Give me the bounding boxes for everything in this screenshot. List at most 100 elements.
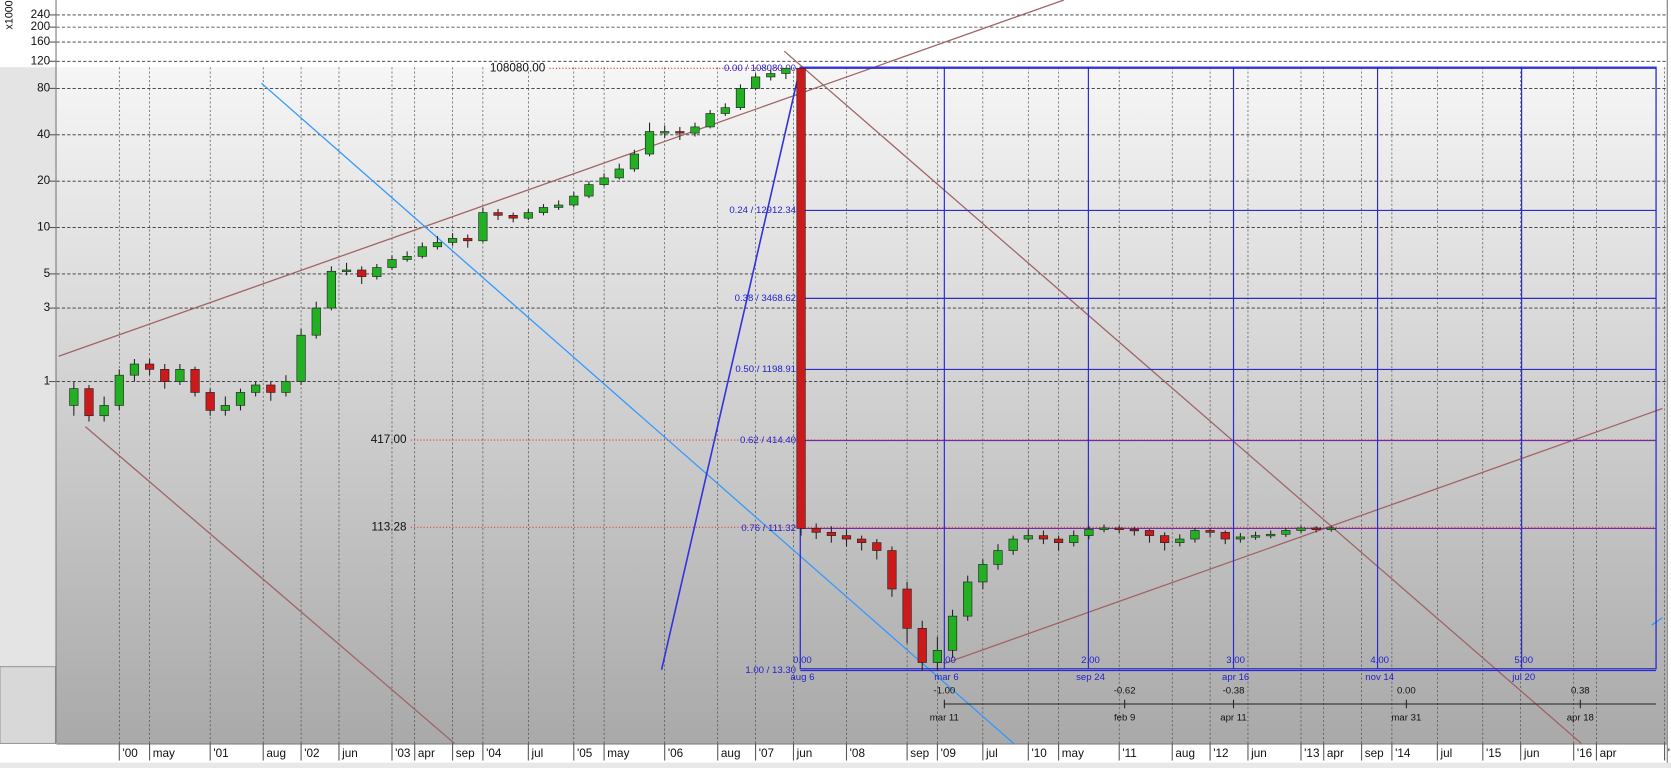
fib-time-label: 1.00 bbox=[937, 655, 956, 666]
x-tick-label: apr bbox=[418, 747, 435, 760]
candle-body bbox=[569, 195, 579, 206]
candle-body bbox=[190, 369, 200, 393]
candle-body bbox=[660, 131, 670, 134]
x-tick-label: may bbox=[153, 747, 175, 760]
candle-body bbox=[205, 392, 215, 411]
y-tick-label: 80 bbox=[37, 82, 51, 95]
fib-time-date: mar 6 bbox=[934, 672, 959, 683]
candle-body bbox=[796, 67, 806, 529]
candle-body bbox=[811, 528, 821, 533]
candle-body bbox=[1054, 538, 1064, 543]
trend-line bbox=[660, 67, 802, 671]
candle-body bbox=[1205, 530, 1215, 533]
candle-body bbox=[978, 564, 988, 583]
candle-body bbox=[644, 131, 655, 155]
candle-body bbox=[175, 369, 185, 382]
candle-body bbox=[720, 107, 730, 114]
x-tick-label: '01 bbox=[213, 747, 228, 760]
trend-line bbox=[84, 426, 455, 744]
x-tick-label: '02 bbox=[304, 747, 319, 760]
x-tick-label: '04 bbox=[486, 747, 502, 760]
candle-body bbox=[675, 131, 685, 134]
candle-body bbox=[614, 168, 624, 179]
fib-time2-label: -0.62 bbox=[1114, 686, 1136, 697]
x-tick-label: '00 bbox=[122, 747, 138, 760]
candle-body bbox=[584, 184, 594, 197]
x-tick-label: jul bbox=[1440, 747, 1453, 760]
x-tick-label: aug bbox=[266, 747, 286, 760]
level-label: 113.28 bbox=[372, 520, 407, 533]
x-tick-label: jun bbox=[796, 747, 813, 760]
x-tick-label: apr bbox=[1327, 747, 1344, 760]
candle-body bbox=[523, 212, 533, 219]
corner-panel bbox=[0, 666, 57, 744]
x-tick-label: may bbox=[607, 747, 629, 760]
candle-body bbox=[417, 246, 427, 257]
x-tick-label: '11 bbox=[1122, 747, 1136, 760]
fib-time2-label: 0.38 bbox=[1571, 686, 1590, 697]
x-tick-label: jun bbox=[1250, 747, 1267, 760]
candle-body bbox=[1160, 535, 1170, 543]
candle-body bbox=[1008, 538, 1018, 551]
plot-area bbox=[56, 67, 1667, 744]
candle-body bbox=[160, 369, 170, 382]
candle-body bbox=[993, 550, 1003, 565]
x-tick-label: jun bbox=[341, 747, 358, 760]
candle-body bbox=[751, 76, 761, 89]
candle-body bbox=[1084, 528, 1094, 536]
x-tick-label: '08 bbox=[850, 747, 866, 760]
fib-time-date: aug 6 bbox=[790, 672, 814, 683]
fib-time-label: 4.00 bbox=[1370, 655, 1389, 666]
candle-body bbox=[478, 212, 488, 242]
fib-time2-date: apr 11 bbox=[1220, 712, 1247, 723]
candle-body bbox=[1281, 530, 1291, 535]
scrollbar bbox=[0, 762, 1671, 768]
level-label: 108080.00 bbox=[490, 61, 546, 74]
fib-time-label: 3.00 bbox=[1226, 655, 1245, 666]
trend-line bbox=[783, 50, 1582, 744]
candle-body bbox=[448, 238, 458, 243]
y-tick-label: 40 bbox=[37, 128, 51, 141]
fib-time2-date: apr 18 bbox=[1567, 712, 1594, 723]
x-tick-label: '15 bbox=[1486, 747, 1502, 760]
fib-time-date: jul 20 bbox=[1511, 672, 1535, 683]
x-tick-label: jul bbox=[985, 747, 998, 760]
candle-body bbox=[1220, 532, 1230, 540]
x-tick-label: apr bbox=[1600, 747, 1617, 760]
candle-body bbox=[387, 259, 397, 268]
candle-body bbox=[311, 307, 321, 336]
x-tick-label: '06 bbox=[668, 747, 683, 760]
y-tick-label: 5 bbox=[44, 267, 51, 280]
candle-body bbox=[554, 204, 564, 208]
y-tick-label: 160 bbox=[31, 35, 51, 48]
candle-body bbox=[887, 550, 897, 590]
candle-body bbox=[129, 363, 140, 376]
y-tick-label: 20 bbox=[37, 174, 51, 187]
candle-body bbox=[538, 207, 549, 213]
x-tick-label: '17 bbox=[1668, 747, 1671, 760]
fib-time-date: nov 14 bbox=[1365, 672, 1394, 683]
candle-body bbox=[841, 535, 852, 540]
y-tick-label: 10 bbox=[37, 221, 51, 234]
candle-body bbox=[402, 256, 412, 260]
candle-body bbox=[1023, 535, 1033, 540]
y-tick-label: 1 bbox=[44, 375, 51, 388]
candle-body bbox=[629, 153, 639, 170]
candle-body bbox=[84, 388, 94, 417]
fib-time2-date: mar 11 bbox=[930, 712, 959, 723]
candle-body bbox=[872, 542, 882, 551]
candle-body bbox=[705, 113, 715, 128]
candle-body bbox=[1129, 528, 1139, 532]
level-label: 417.00 bbox=[371, 433, 407, 446]
candle-body bbox=[341, 269, 352, 272]
candle-body bbox=[735, 88, 746, 108]
candle-body bbox=[266, 384, 276, 393]
candle-body bbox=[1311, 527, 1321, 530]
x-tick-label: sep bbox=[910, 747, 929, 760]
candle-body bbox=[326, 270, 336, 309]
candle-body bbox=[99, 405, 109, 417]
x-tick-label: '09 bbox=[941, 747, 956, 760]
